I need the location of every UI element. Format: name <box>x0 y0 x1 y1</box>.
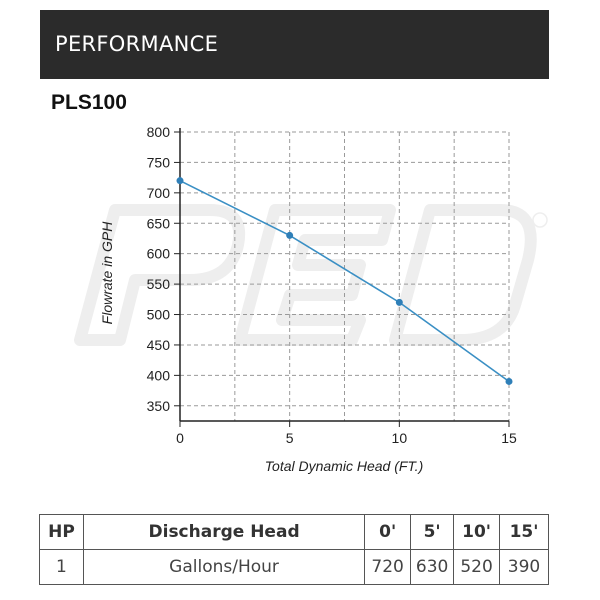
y-tick-label: 750 <box>147 154 171 170</box>
y-tick-label: 500 <box>147 307 171 323</box>
x-tick-label: 15 <box>501 430 517 446</box>
table-header-row: HP Discharge Head 0' 5' 10' 15' <box>39 514 549 550</box>
cell-10ft: 520 <box>453 549 501 585</box>
data-point <box>176 177 184 185</box>
y-tick-label: 800 <box>147 124 171 140</box>
x-tick-label: 0 <box>176 430 184 446</box>
header-discharge-head: Discharge Head <box>82 514 366 550</box>
cell-0ft: 720 <box>364 549 412 585</box>
series-line <box>179 179 510 383</box>
section-title: PERFORMANCE <box>55 32 219 56</box>
header-15ft: 15' <box>499 514 549 550</box>
header-10ft: 10' <box>453 514 501 550</box>
cell-5ft: 630 <box>410 549 455 585</box>
header-hp: HP <box>39 514 84 550</box>
y-tick-label: 550 <box>147 276 171 292</box>
x-axis-label: Total Dynamic Head (FT.) <box>265 458 423 474</box>
watermark-logo <box>74 204 548 346</box>
cell-hp: 1 <box>39 549 84 585</box>
y-tick-label: 350 <box>147 398 171 414</box>
cell-15ft: 390 <box>499 549 549 585</box>
cell-unit: Gallons/Hour <box>82 549 366 585</box>
x-tick-label: 5 <box>286 430 294 446</box>
series-layer <box>176 177 513 385</box>
model-title: PLS100 <box>51 91 127 114</box>
axis-layer: 350 400 450 500 550 600 650 700 750 800 0 5 10 15 <box>147 124 517 446</box>
header-5ft: 5' <box>410 514 455 550</box>
data-point <box>395 298 403 306</box>
y-tick-label: 450 <box>147 337 171 353</box>
y-axis-label: Flowrate in GPH <box>99 221 115 325</box>
y-tick-label: 600 <box>147 246 171 262</box>
x-tick-label: 10 <box>392 430 408 446</box>
y-tick-label: 400 <box>147 367 171 383</box>
table-row: 1 Gallons/Hour 720 630 520 390 <box>39 549 549 585</box>
flow-chart: 350 400 450 500 550 600 650 700 750 800 0 5 10 15 Flo… <box>99 124 517 474</box>
data-point <box>286 231 294 239</box>
data-point <box>505 377 513 385</box>
header-bar: PERFORMANCE <box>40 10 549 79</box>
header-0ft: 0' <box>364 514 412 550</box>
y-tick-label: 700 <box>147 185 171 201</box>
grid-layer <box>180 131 510 421</box>
y-tick-label: 650 <box>147 215 171 231</box>
performance-table: HP Discharge Head 0' 5' 10' 15' 1 Gallon… <box>39 514 549 585</box>
